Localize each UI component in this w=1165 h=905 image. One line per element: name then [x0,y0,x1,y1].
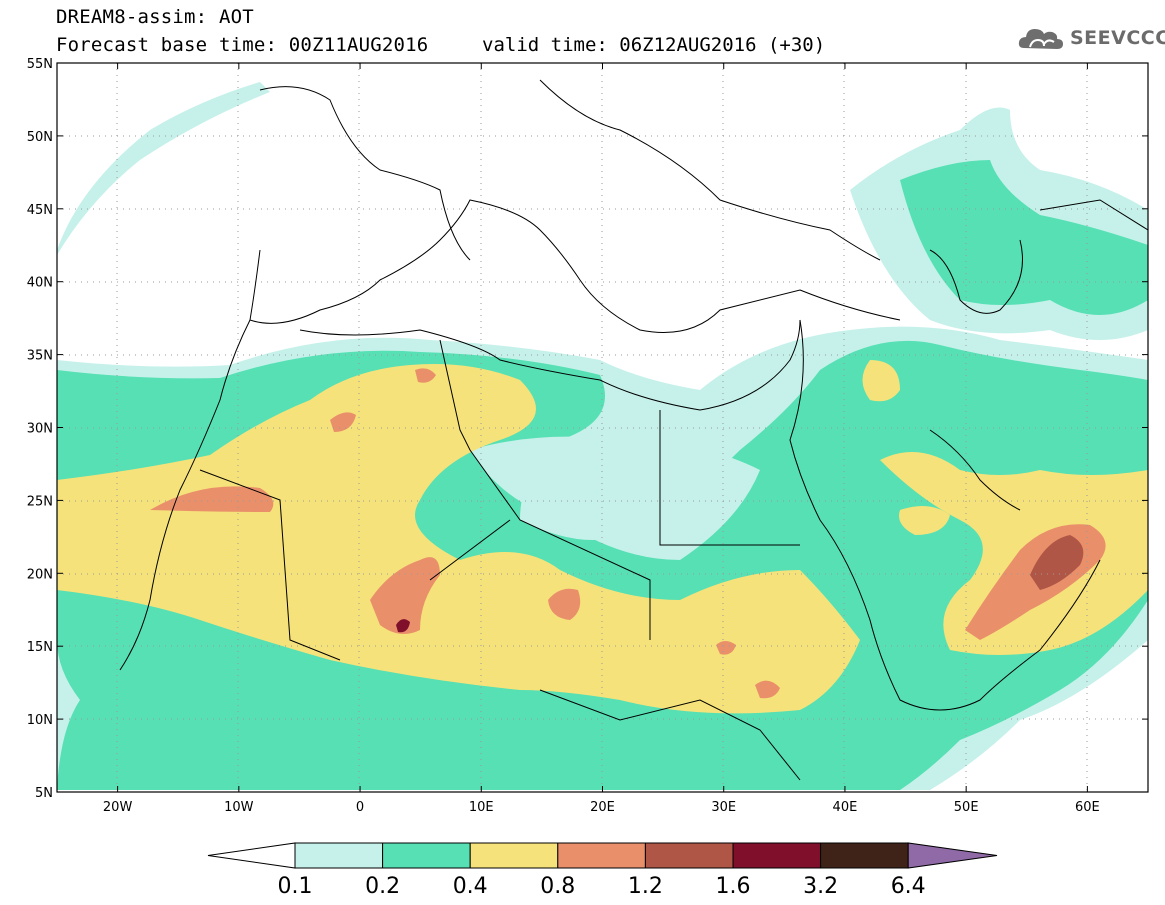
lon-tick-label: 20W [103,800,133,815]
colorbar-arrow-high [907,842,998,869]
lon-tick-label: 40E [833,800,858,815]
lon-tick-label: 10E [469,800,494,815]
lat-tick-label: 5N [35,786,53,801]
colorbar-segment [294,842,384,869]
lon-tick-label: 50E [954,800,979,815]
valid-time: valid time: 06Z12AUG2016 (+30) [482,34,826,56]
lat-tick-label: 50N [27,130,53,145]
map-title: DREAM8-assim: AOT [56,6,254,28]
colorbar: 0.1 0.2 0.4 0.8 1.2 1.6 3.2 6.4 [207,842,998,899]
colorbar-segment [732,842,822,869]
lon-tick-label: 10W [224,800,254,815]
lat-tick-label: 20N [27,567,53,582]
colorbar-label: 6.4 [891,874,926,899]
lat-tick-label: 35N [27,349,53,364]
lat-tick-label: 15N [27,640,53,655]
lat-tick-label: 30N [27,422,53,437]
lon-tick-label: 20E [590,800,615,815]
colorbar-segment [820,842,909,869]
seevccc-logo: SEEVCCC [1018,22,1165,56]
coastlines [119,79,1148,781]
colorbar-label: 1.6 [716,874,751,899]
logo-text: SEEVCCC [1070,27,1165,49]
colorbar-label: 0.2 [365,874,400,899]
colorbar-segment [382,842,471,869]
lat-tick-label: 10N [27,713,53,728]
colorbar-segment [469,842,559,869]
colorbar-label: 1.2 [628,874,663,899]
lon-tick-label: 60E [1075,800,1100,815]
lon-tick-label: 30E [711,800,736,815]
lon-tick-label: 0 [356,800,364,815]
colorbar-label: 0.8 [540,874,575,899]
lat-tick-label: 25N [27,494,53,509]
lat-tick-label: 40N [27,276,53,291]
colorbar-label: 3.2 [803,874,838,899]
cloud-icon [1018,29,1063,49]
lat-tick-label: 55N [27,57,53,72]
colorbar-segment [644,842,734,869]
lat-axis: 55N 50N 45N 40N 35N 30N 25N 20N 15N 10N 5N [27,57,1148,801]
colorbar-arrow-low [207,842,296,869]
lon-axis: 20W 10W 0 10E 20E 30E 40E 50E 60E [103,63,1100,815]
aot-field [57,82,1148,790]
colorbar-segment [557,842,646,869]
colorbar-label: 0.4 [453,874,488,899]
forecast-base-time: Forecast base time: 00Z11AUG2016 [56,34,429,56]
colorbar-label: 0.1 [278,874,313,899]
lat-tick-label: 45N [27,203,53,218]
